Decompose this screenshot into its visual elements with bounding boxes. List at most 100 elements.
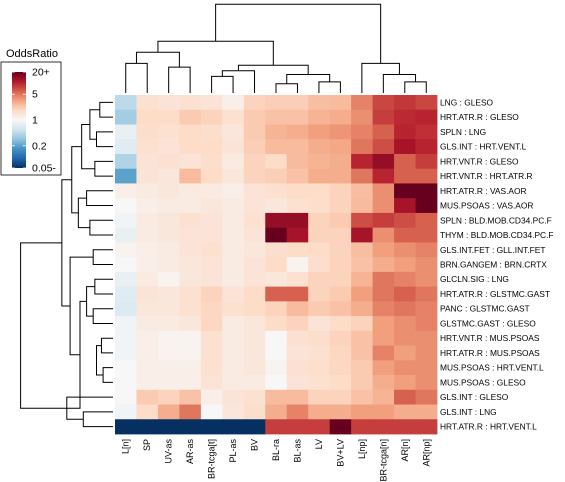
heatmap-cell — [308, 419, 331, 435]
heatmap-cell — [115, 404, 137, 420]
heatmap-cell — [222, 212, 245, 229]
heatmap-cell — [351, 212, 373, 229]
heatmap-cell — [415, 124, 438, 140]
heatmap-cell — [179, 124, 202, 140]
row-label: HRT.ATR.R : GLSTMC.GAST — [440, 289, 550, 299]
heatmap-cell — [200, 419, 223, 435]
heatmap-cell — [200, 286, 223, 302]
heatmap-cell — [394, 389, 416, 405]
legend-label: 1 — [32, 115, 38, 127]
heatmap-cell — [222, 183, 245, 199]
heatmap-cell — [136, 242, 159, 258]
heatmap-cell — [415, 242, 438, 258]
heatmap-cell — [200, 95, 223, 111]
column-dendrogram — [125, 3, 427, 93]
heatmap-cell — [243, 109, 266, 125]
heatmap-cell — [351, 389, 373, 405]
heatmap-cell — [243, 198, 266, 214]
heatmap-cell — [351, 345, 373, 361]
heatmap-cell — [394, 286, 416, 302]
heatmap-cell — [136, 124, 159, 140]
heatmap-cell — [115, 330, 137, 346]
heatmap-cell — [394, 316, 416, 332]
dendrogram-link — [81, 123, 95, 170]
heatmap-cell — [308, 124, 331, 140]
heatmap-cell — [351, 360, 373, 376]
heatmap-cell — [265, 257, 288, 273]
heatmap-cell — [179, 242, 202, 258]
heatmap-cell — [394, 301, 416, 317]
heatmap-cell — [286, 198, 309, 214]
heatmap-cell — [265, 242, 288, 258]
heatmap-cell — [286, 139, 309, 155]
heatmap-cell — [222, 124, 245, 140]
heatmap-cell — [157, 212, 180, 229]
heatmap-cell — [286, 109, 309, 125]
dendrogram-link — [100, 337, 113, 354]
heatmap-cell — [351, 375, 373, 391]
dendrogram-link — [275, 83, 298, 93]
column-label: BL-ra — [271, 439, 281, 461]
heatmap-cell — [351, 124, 373, 140]
heatmap-cell — [200, 139, 223, 155]
column-label: L[np] — [357, 439, 367, 459]
heatmap-cell — [179, 316, 202, 332]
heatmap-cell — [200, 271, 223, 288]
heatmap-cell — [286, 419, 309, 435]
dendrogram-link — [237, 64, 309, 75]
column-label: BV — [250, 439, 260, 451]
heatmap-cell — [243, 360, 266, 376]
heatmap-cell — [115, 271, 137, 288]
heatmap-cell — [286, 95, 309, 111]
heatmap-cell — [372, 271, 395, 288]
heatmap-cell — [308, 375, 331, 391]
heatmap-cell — [243, 271, 266, 288]
dendrogram-link — [102, 367, 113, 383]
heatmap-cell — [415, 316, 438, 332]
row-label: HRT.VNT.R : MUS.PSOAS — [440, 333, 540, 343]
heatmap-cell — [222, 301, 245, 317]
heatmap-cell — [372, 242, 395, 258]
column-label: AR[np] — [421, 439, 431, 467]
heatmap-cell — [179, 404, 202, 420]
heatmap-cell — [329, 257, 352, 273]
heatmap-cell — [394, 198, 416, 214]
dendrogram-link — [94, 160, 113, 177]
heatmap-cell — [157, 168, 180, 184]
row-label: HRT.ATR.R : VAS.AOR — [440, 186, 527, 196]
column-label: SP — [142, 439, 152, 451]
heatmap-cell — [308, 212, 331, 229]
row-label: HRT.VNT.R : GLESO — [440, 156, 519, 166]
heatmap-cell — [115, 198, 137, 214]
heatmap-cell — [243, 139, 266, 155]
heatmap-cell — [415, 139, 438, 155]
heatmap-cell — [329, 95, 352, 111]
legend-title: OddsRatio — [6, 48, 58, 60]
row-label: GLCLN.SIG : LNG — [440, 274, 509, 284]
heatmap-cell — [394, 419, 416, 435]
column-label: BR-tcga[t] — [207, 439, 217, 479]
dendrogram-link — [86, 190, 113, 207]
heatmap-cell — [372, 198, 395, 214]
heatmap-cell — [222, 345, 245, 361]
heatmap-cell — [308, 227, 331, 243]
heatmap-cell — [308, 345, 331, 361]
dendrogram-link — [96, 131, 113, 148]
heatmap-cell — [351, 198, 373, 214]
heatmap-cell — [222, 168, 245, 184]
heatmap-cell — [243, 301, 266, 317]
heatmap-cell — [308, 301, 331, 317]
heatmap-cell — [372, 168, 395, 184]
heatmap-cell — [308, 109, 331, 125]
column-label: L[n] — [121, 439, 131, 454]
heatmap-cell — [351, 153, 373, 170]
heatmap-cell — [200, 153, 223, 170]
heatmap-cell — [136, 227, 159, 243]
heatmap-cell — [265, 124, 288, 140]
heatmap-cell — [243, 95, 266, 111]
heatmap-cell — [394, 153, 416, 170]
heatmap-cell — [115, 227, 137, 243]
heatmap-cell — [265, 360, 288, 376]
heatmap-cell — [157, 316, 180, 332]
heatmap-cell — [394, 95, 416, 111]
